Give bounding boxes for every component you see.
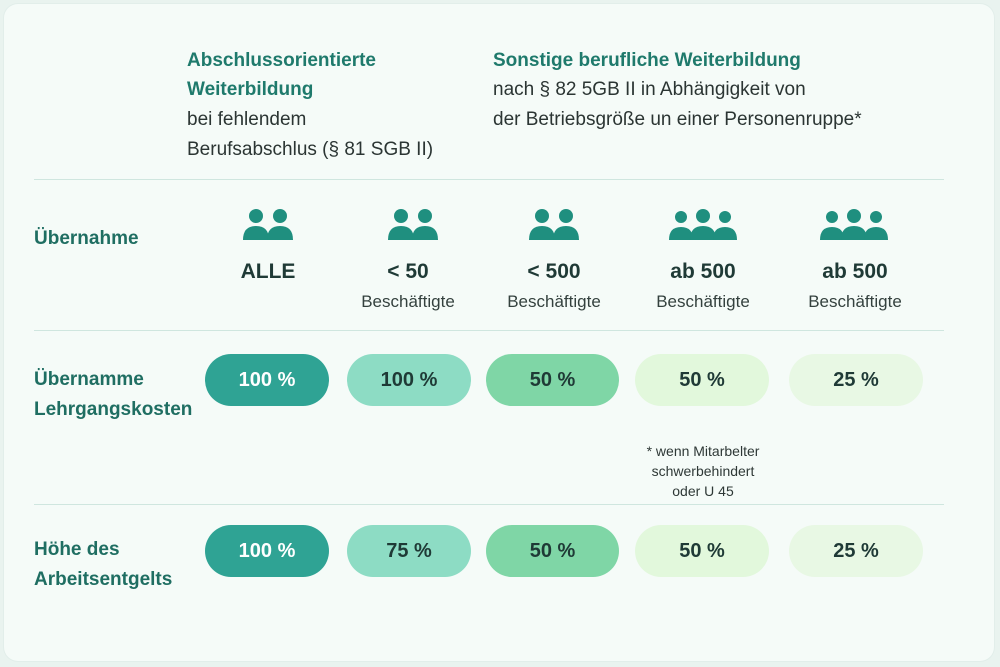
divider-3 (34, 504, 944, 505)
arbeitsentgelt-value-ab-500-a: 50 % (635, 525, 769, 577)
arbeitsentgelt-value-under-50: 75 % (347, 525, 471, 577)
column-5-heading: ab 500 (822, 260, 888, 283)
divider-2 (34, 330, 944, 331)
arbeitsentgelt-value-alle: 100 % (205, 525, 329, 577)
row-label-arbeitsentgelt-line2: Arbeitsentgelts (34, 569, 173, 590)
left-header-sub-line2: Berufsabschlus (§ 81 SGB II) (187, 139, 434, 160)
column-3-subheading: Beschäftigte (507, 292, 601, 311)
footnote-line1: * wenn Mitarbelter (646, 443, 760, 459)
row-label-arbeitsentgelt-line1: Höhe des (34, 539, 120, 560)
right-header-title: Sonstige berufliche Weiterbildung (493, 50, 801, 71)
two-people-icon (240, 207, 296, 241)
column-5-subheading: Beschäftigte (808, 292, 902, 311)
right-header-sub-line1: nach § 82 5GB II in Abhängigkeit von (493, 79, 806, 100)
divider-1 (34, 179, 944, 180)
column-3-heading: < 500 (527, 260, 581, 283)
left-header-title-line1: Abschlussorientierte (187, 50, 376, 71)
three-people-icon (667, 207, 739, 241)
column-1-heading: ALLE (240, 260, 296, 283)
arbeitsentgelt-value-ab-500-b: 25 % (789, 525, 923, 577)
right-header-sub-line2: der Betriebsgröße un einer Personenruppe… (493, 109, 862, 130)
left-header-title-line2: Weiterbildung (187, 79, 314, 100)
arbeitsentgelt-value-under-500: 50 % (486, 525, 619, 577)
lehrgangskosten-value-ab-500-b: 25 % (789, 354, 923, 406)
column-2-subheading: Beschäftigte (361, 292, 455, 311)
row-label-lehrgangskosten-line2: Lehrgangskosten (34, 399, 193, 420)
lehrgangskosten-value-alle: 100 % (205, 354, 329, 406)
column-4-heading: ab 500 (670, 260, 736, 283)
row-label-uebernahme: Übernahme (34, 228, 139, 249)
lehrgangskosten-value-under-50: 100 % (347, 354, 471, 406)
column-2-heading: < 50 (387, 260, 429, 283)
footnote-line3: oder U 45 (672, 483, 734, 499)
two-people-icon (526, 207, 582, 241)
two-people-icon (385, 207, 441, 241)
row-label-lehrgangskosten-line1: Übernamme (34, 369, 144, 390)
left-header-sub-line1: bei fehlendem (187, 109, 307, 130)
three-people-icon (818, 207, 890, 241)
column-4-subheading: Beschäftigte (656, 292, 750, 311)
footnote-line2: schwerbehindert (651, 463, 755, 479)
lehrgangskosten-value-ab-500-a: 50 % (635, 354, 769, 406)
lehrgangskosten-value-under-500: 50 % (486, 354, 619, 406)
